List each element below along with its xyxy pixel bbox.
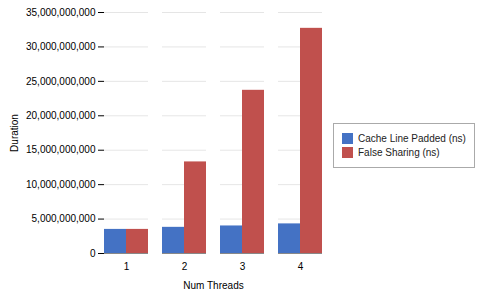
- svg-text:5,000,000,000: 5,000,000,000: [32, 213, 96, 224]
- svg-text:25,000,000,000: 25,000,000,000: [26, 76, 96, 87]
- svg-text:0: 0: [90, 248, 96, 259]
- svg-text:10,000,000,000: 10,000,000,000: [26, 179, 96, 190]
- svg-text:30,000,000,000: 30,000,000,000: [26, 41, 96, 52]
- html-text:False Sharing (ns): False Sharing (ns): [358, 147, 440, 158]
- svg-text:15,000,000,000: 15,000,000,000: [26, 144, 96, 155]
- svg-text:20,000,000,000: 20,000,000,000: [26, 110, 96, 121]
- svg-text:2: 2: [182, 261, 188, 272]
- svg-text:35,000,000,000: 35,000,000,000: [26, 7, 96, 18]
- svg-text:3: 3: [240, 261, 246, 272]
- svg-text:4: 4: [298, 261, 304, 272]
- svg-text:Num Threads: Num Threads: [183, 280, 243, 291]
- html-text:Cache Line Padded (ns): Cache Line Padded (ns): [358, 133, 466, 144]
- svg-text:Duration: Duration: [9, 114, 20, 152]
- svg-text:1: 1: [124, 261, 130, 272]
